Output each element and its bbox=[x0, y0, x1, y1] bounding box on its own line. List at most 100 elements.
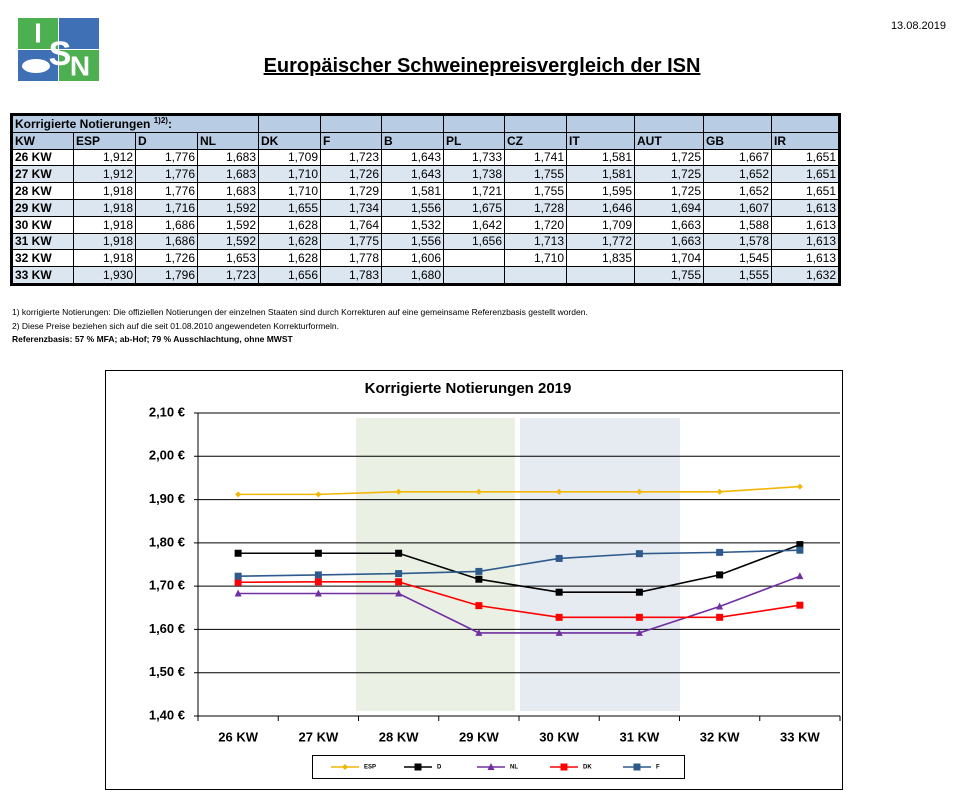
cell: 1,918 bbox=[73, 249, 136, 268]
column-header: PL bbox=[443, 131, 505, 150]
cell: 1,667 bbox=[703, 148, 772, 167]
marker bbox=[633, 763, 641, 771]
cell: 1,723 bbox=[197, 266, 259, 285]
cell: 1,663 bbox=[634, 215, 704, 234]
cell bbox=[443, 266, 505, 285]
cell: 1,651 bbox=[771, 165, 840, 184]
marker bbox=[635, 628, 643, 636]
empty-cell bbox=[634, 114, 704, 133]
marker bbox=[395, 578, 403, 586]
cell: 1,656 bbox=[258, 266, 321, 285]
series-line bbox=[238, 543, 801, 594]
page-title: Europäischer Schweinepreisvergleich der … bbox=[263, 55, 701, 77]
cell: 1,613 bbox=[771, 198, 840, 217]
y-tick-label: 1,40 € bbox=[149, 707, 185, 722]
empty-cell bbox=[320, 114, 382, 133]
cell: 1,918 bbox=[73, 232, 136, 251]
cell: 1,755 bbox=[504, 182, 567, 200]
date: 13.08.2019 bbox=[890, 20, 946, 32]
caption: Korrigierte Notierungen bbox=[15, 117, 151, 132]
cell: 1,930 bbox=[73, 266, 136, 285]
cell: 1,588 bbox=[703, 215, 772, 234]
cell: 1,713 bbox=[504, 232, 567, 251]
marker bbox=[234, 572, 242, 580]
cell: 1,556 bbox=[381, 198, 444, 217]
empty-cell bbox=[258, 114, 321, 133]
cell: 1,652 bbox=[703, 182, 772, 200]
y-tick-label: 1,60 € bbox=[149, 621, 185, 636]
row-label: 27 KW bbox=[11, 165, 74, 184]
watermark bbox=[520, 418, 680, 711]
cell: 1,734 bbox=[320, 198, 382, 217]
cell: 1,778 bbox=[320, 249, 382, 268]
empty-cell bbox=[771, 114, 840, 133]
marker bbox=[796, 572, 804, 580]
cell: 1,643 bbox=[381, 148, 444, 167]
cell: 1,709 bbox=[566, 215, 635, 234]
cell: 1,733 bbox=[443, 148, 505, 167]
row-label: 29 KW bbox=[11, 198, 74, 217]
cell: 1,653 bbox=[197, 249, 259, 268]
legend-label: DK bbox=[583, 765, 592, 771]
marker bbox=[315, 491, 322, 498]
cell: 1,606 bbox=[381, 249, 444, 268]
marker bbox=[395, 488, 402, 495]
cell: 1,680 bbox=[381, 266, 444, 285]
cell: 1,755 bbox=[504, 165, 567, 184]
cell: 1,652 bbox=[703, 165, 772, 184]
logo-letter: S bbox=[49, 35, 72, 73]
series-line bbox=[238, 575, 801, 634]
cell: 1,723 bbox=[320, 148, 382, 167]
cell: 1,613 bbox=[771, 232, 840, 251]
marker bbox=[314, 571, 322, 579]
cell: 1,646 bbox=[566, 198, 635, 217]
column-header: NL bbox=[197, 131, 259, 150]
marker bbox=[796, 541, 804, 549]
x-tick-label: 26 KW bbox=[218, 729, 258, 744]
y-tick-label: 1,50 € bbox=[149, 664, 185, 679]
cell: 1,912 bbox=[73, 148, 136, 167]
logo-letter: I bbox=[34, 18, 42, 48]
cell: 1,592 bbox=[197, 215, 259, 234]
cell: 1,581 bbox=[566, 148, 635, 167]
cell: 1,710 bbox=[258, 165, 321, 184]
logo: I S N bbox=[18, 18, 99, 81]
cell: 1,710 bbox=[504, 249, 567, 268]
marker bbox=[560, 763, 568, 771]
cell: 1,628 bbox=[258, 215, 321, 234]
x-tick-label: 33 KW bbox=[780, 729, 820, 744]
marker bbox=[716, 488, 723, 495]
row-label: 32 KW bbox=[11, 249, 74, 268]
cell: 1,710 bbox=[258, 182, 321, 200]
cell: 1,772 bbox=[566, 232, 635, 251]
cell: 1,783 bbox=[320, 266, 382, 285]
cell: 1,556 bbox=[381, 232, 444, 251]
marker bbox=[475, 488, 482, 495]
cell bbox=[443, 249, 505, 268]
x-tick-label: 32 KW bbox=[700, 729, 740, 744]
marker bbox=[555, 628, 563, 636]
cell: 1,642 bbox=[443, 215, 505, 234]
cell: 1,613 bbox=[771, 249, 840, 268]
cell: 1,755 bbox=[634, 266, 704, 285]
cell: 1,581 bbox=[566, 165, 635, 184]
cell: 1,726 bbox=[135, 249, 198, 268]
chart: Korrigierte Notierungen 2019 1,40 € 1,50 … bbox=[105, 370, 843, 790]
y-tick-label: 2,00 € bbox=[149, 448, 185, 463]
cell: 1,912 bbox=[73, 165, 136, 184]
marker bbox=[395, 589, 403, 597]
column-header: F bbox=[320, 131, 382, 150]
cell: 1,651 bbox=[771, 182, 840, 200]
cell: 1,607 bbox=[703, 198, 772, 217]
cell bbox=[566, 266, 635, 285]
column-header: DK bbox=[258, 131, 321, 150]
y-tick-label: 1,80 € bbox=[149, 534, 185, 549]
cell: 1,656 bbox=[443, 232, 505, 251]
marker bbox=[342, 764, 348, 770]
legend-label: NL bbox=[510, 765, 518, 771]
series-line bbox=[238, 485, 800, 496]
legend-label: D bbox=[437, 765, 442, 771]
legend-label: ESP bbox=[364, 765, 376, 771]
cell: 1,776 bbox=[135, 182, 198, 200]
marker bbox=[796, 601, 804, 609]
